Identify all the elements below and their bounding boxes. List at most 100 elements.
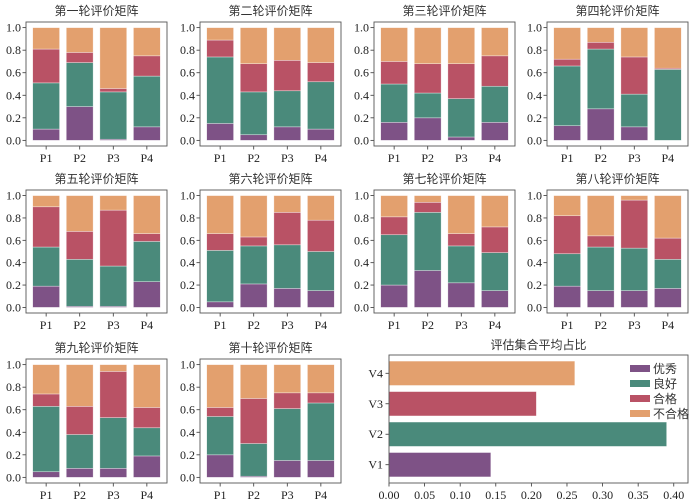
bar-segment-p2-2 — [586, 41, 615, 50]
bar-segment-p2-0 — [65, 106, 94, 141]
bar-segment-p4-1 — [654, 259, 682, 289]
x-tick-label: P2 — [421, 151, 434, 165]
bar-segment-p3-1 — [447, 98, 476, 138]
subplot-5: P1 P2 P3 P4 0.0 0.2 0.4 0.6 0.8 1.0 第五轮评价矩阵 — [6, 172, 168, 332]
y-tick-label: 0.2 — [527, 278, 542, 292]
bar-segment-p1-2 — [206, 233, 234, 251]
bar-segment-p1-3 — [380, 195, 408, 218]
subplot-title: 第二轮评价矩阵 — [228, 4, 312, 18]
bar-segment-p4-2 — [133, 233, 161, 242]
axes-frame — [546, 189, 689, 314]
bar-segment-p1-0 — [206, 454, 234, 478]
bar-segment-p3-1 — [99, 91, 128, 140]
bar-segment-p2-2 — [65, 406, 94, 435]
bar-segment-p1-0 — [553, 125, 581, 141]
x-tick-label: P1 — [40, 318, 53, 332]
bar-segment-p2-2 — [239, 398, 268, 444]
bar-segment-p3-2 — [620, 199, 649, 249]
legend-label: 良好 — [653, 376, 677, 391]
bar-segment-p4-0 — [133, 126, 161, 141]
hbar-v4 — [388, 360, 576, 386]
y-tick-label: 1.0 — [6, 189, 21, 203]
x-tick-label: P4 — [489, 151, 502, 165]
x-tick-label: 0.30 — [592, 488, 613, 499]
bar-segment-p3-1 — [273, 90, 302, 128]
y-tick-label: 0.2 — [180, 448, 195, 462]
y-tick-label: 0.6 — [6, 403, 21, 417]
bar-segment-p4-3 — [307, 27, 335, 63]
y-tick-label: 0.8 — [180, 211, 195, 225]
bar-segment-p4-3 — [133, 195, 161, 234]
axes-frame — [199, 358, 342, 484]
y-tick-label: 0.8 — [527, 211, 542, 225]
y-tick-label: 0.6 — [180, 66, 195, 80]
y-tick-label: 1.0 — [6, 21, 21, 35]
y-tick-label: 0.6 — [527, 66, 542, 80]
legend-swatch — [630, 395, 650, 402]
y-tick-label: 0.8 — [180, 380, 195, 394]
bar-segment-p2-1 — [586, 246, 615, 291]
axes-frame — [25, 21, 168, 147]
bar-segment-p3-1 — [273, 408, 302, 461]
y-tick-label: 0.4 — [180, 425, 195, 439]
x-tick-label: P4 — [315, 151, 328, 165]
bar-segment-p1-0 — [553, 285, 581, 308]
bar-segment-p2-1 — [65, 259, 94, 307]
bar-segment-p3-0 — [273, 126, 302, 141]
y-tick-label: V3 — [368, 397, 383, 411]
x-tick-label: P2 — [247, 488, 260, 499]
bar-segment-p3-0 — [620, 126, 649, 141]
y-tick-label: 0.0 — [180, 133, 195, 147]
subplot-title: 第九轮评价矩阵 — [54, 341, 138, 355]
bar-segment-p3-3 — [273, 27, 302, 61]
axes-frame — [25, 189, 168, 314]
bar-segment-p4-0 — [307, 460, 335, 478]
bar-segment-p1-0 — [380, 284, 408, 308]
x-tick-label: P1 — [388, 318, 401, 332]
bar-segment-p2-0 — [586, 290, 615, 308]
bar-segment-p2-0 — [239, 134, 268, 141]
bar-segment-p4-1 — [307, 402, 335, 461]
bar-segment-p4-3 — [481, 195, 509, 228]
bar-segment-p2-0 — [586, 108, 615, 141]
x-tick-label: P2 — [247, 318, 260, 332]
bar-segment-p2-3 — [65, 27, 94, 53]
bar-segment-p1-0 — [206, 301, 234, 308]
x-tick-label: P2 — [594, 318, 607, 332]
subplot-title: 第十轮评价矩阵 — [228, 341, 312, 355]
bar-segment-p1-3 — [206, 195, 234, 234]
bar-segment-p1-1 — [206, 416, 234, 456]
x-tick-label: P4 — [662, 151, 675, 165]
bar-segment-p3-2 — [273, 60, 302, 92]
subplot-4: P1 P2 P3 P4 0.0 0.2 0.4 0.6 0.8 1.0 第四轮评价矩阵 — [527, 4, 689, 165]
bar-segment-p3-2 — [99, 88, 128, 93]
bar-segment-p4-2 — [481, 226, 509, 253]
x-tick-label: P1 — [561, 318, 574, 332]
subplot-1: P1 P2 P3 P4 0.0 0.2 0.4 0.6 0.8 1.0 第一轮评价矩阵 — [6, 4, 168, 165]
bar-segment-p4-1 — [307, 251, 335, 291]
bar-segment-p2-3 — [65, 364, 94, 407]
bar-segment-p2-2 — [586, 235, 615, 248]
bar-segment-p3-0 — [447, 282, 476, 308]
bar-segment-p1-3 — [380, 27, 408, 62]
y-tick-label: 0.2 — [354, 278, 369, 292]
subplot-title: 第八轮评价矩阵 — [575, 172, 659, 186]
x-tick-label: P3 — [281, 318, 294, 332]
axes-frame — [546, 21, 689, 147]
bar-segment-p4-2 — [307, 62, 335, 83]
y-tick-label: 0.4 — [527, 256, 542, 270]
x-tick-label: P1 — [388, 151, 401, 165]
bar-segment-p4-1 — [133, 427, 161, 457]
bar-segment-p4-2 — [133, 55, 161, 77]
bar-segment-p1-2 — [32, 393, 60, 407]
bar-segment-p3-2 — [273, 392, 302, 409]
axes-frame — [199, 21, 342, 147]
bar-segment-p4-0 — [481, 122, 509, 141]
hbar-v2 — [388, 421, 667, 447]
y-tick-label: 0.8 — [6, 380, 21, 394]
y-tick-label: 0.4 — [354, 88, 369, 102]
bar-segment-p1-2 — [380, 216, 408, 236]
y-tick-label: 1.0 — [6, 358, 21, 372]
bar-segment-p1-2 — [206, 39, 234, 58]
